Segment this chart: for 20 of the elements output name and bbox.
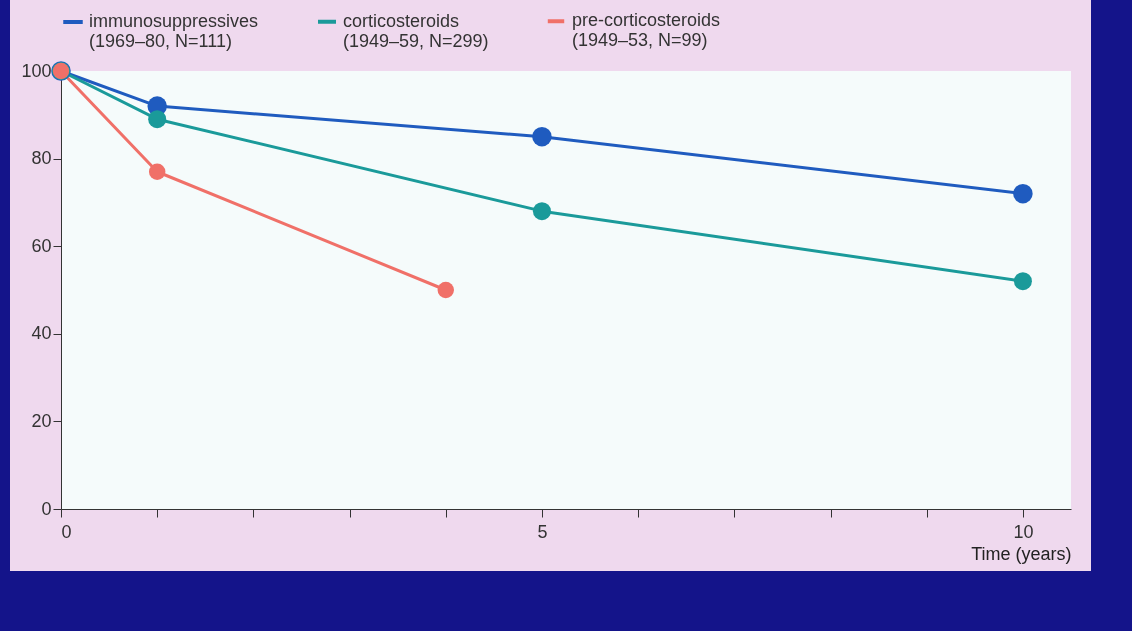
- legend-label: corticosteroids (1949–59, N=299): [343, 10, 489, 51]
- y-tick-label: 100: [21, 60, 52, 81]
- x-tick-label: 5: [537, 521, 548, 542]
- point: [532, 202, 551, 221]
- y-tick-label: 80: [31, 148, 52, 169]
- point: [1013, 272, 1032, 291]
- y-tick-label: 20: [31, 410, 52, 431]
- y-tick-label: 40: [31, 323, 52, 344]
- x-tick-label: 0: [61, 521, 72, 542]
- legend-label: pre-corticosteroids (1949–53, N=99): [572, 10, 721, 51]
- legend-label: immunosuppressives (1969–80, N=111): [89, 11, 259, 51]
- point: [148, 163, 166, 180]
- y-tick-label: 0: [41, 498, 52, 519]
- x-axis-title: Time (years): [971, 543, 1072, 564]
- point: [148, 110, 167, 129]
- point: [532, 126, 552, 147]
- point: [1013, 183, 1033, 204]
- x-tick-label: 10: [1013, 521, 1034, 542]
- y-tick-label: 60: [31, 235, 52, 256]
- point: [437, 281, 454, 299]
